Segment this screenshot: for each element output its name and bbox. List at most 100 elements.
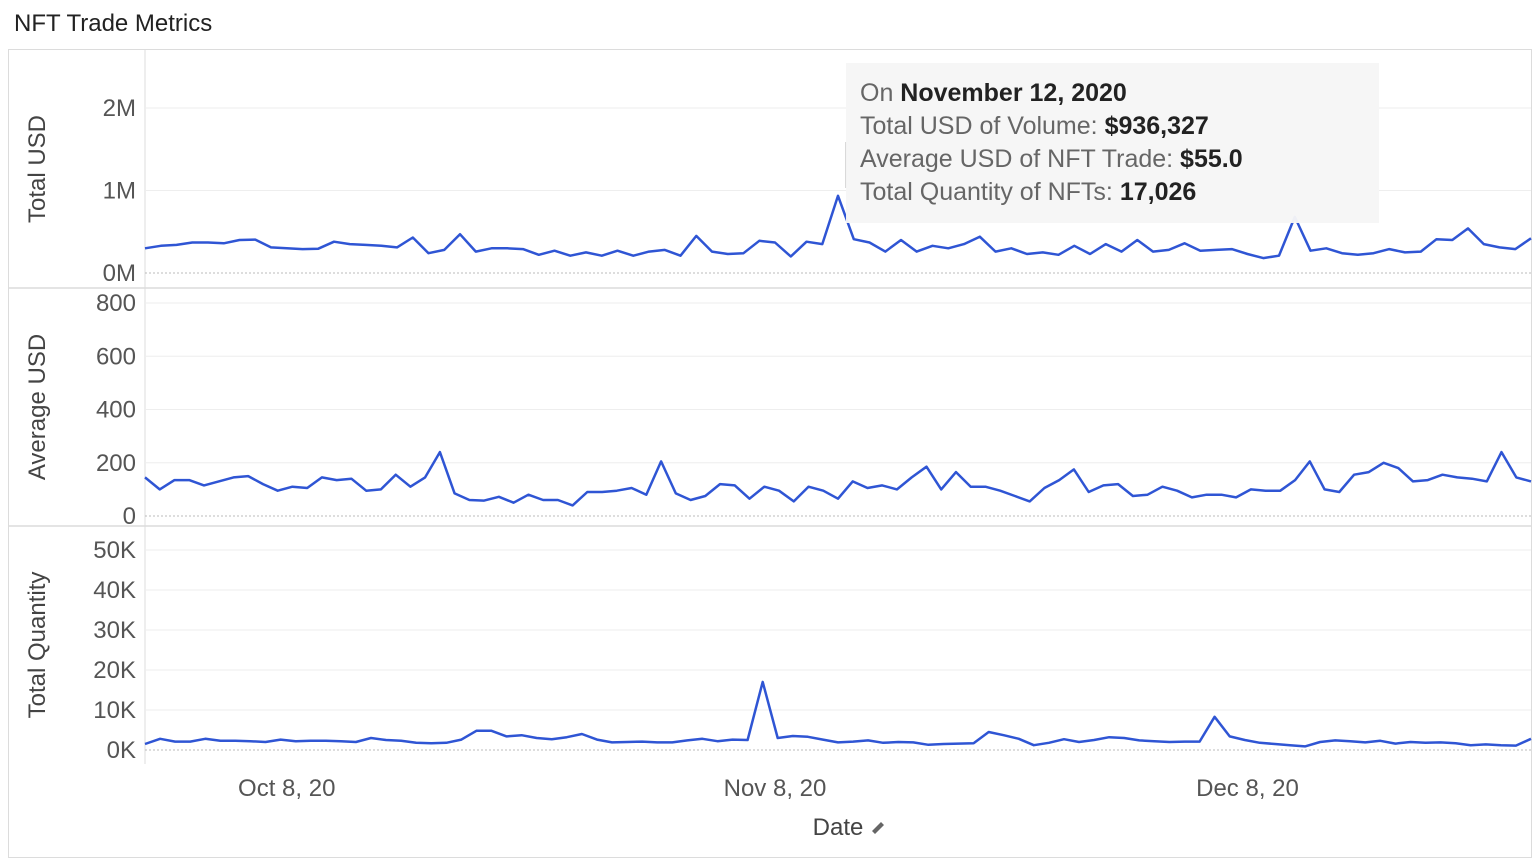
data-point [218, 739, 222, 743]
data-point [1198, 740, 1202, 744]
data-point [762, 485, 766, 489]
data-point [550, 737, 554, 741]
data-point [866, 486, 870, 490]
data-point [188, 740, 192, 744]
y-tick-label: 200 [96, 450, 136, 477]
data-point [444, 741, 448, 745]
tooltip-row-volume: Total USD of Volume: $936,327 [860, 110, 1365, 143]
data-point [1450, 238, 1454, 242]
data-point [1167, 740, 1171, 744]
data-point [512, 501, 516, 505]
data-point [269, 245, 273, 249]
data-point [836, 497, 840, 501]
data-point [1498, 245, 1502, 249]
data-point [1234, 495, 1238, 499]
data-point [987, 730, 991, 734]
y-tick-label: 600 [96, 343, 136, 370]
series-line [144, 194, 1532, 260]
y-axis-title: Total Quantity [24, 572, 51, 719]
y-tick-label: 1M [103, 178, 136, 205]
data-point [1028, 499, 1032, 503]
data-point [1367, 470, 1371, 474]
data-point [821, 738, 825, 742]
data-point [655, 740, 659, 744]
data-point [1352, 473, 1356, 477]
data-point [202, 483, 206, 487]
data-point [1047, 741, 1051, 745]
data-point [1439, 740, 1443, 744]
y-tick-label: 0 [123, 503, 136, 530]
data-point [1205, 493, 1209, 497]
data-point [806, 735, 810, 739]
data-point [584, 250, 588, 254]
data-point [505, 246, 509, 250]
tooltip-value-volume: $936,327 [1104, 112, 1209, 140]
data-point [1243, 738, 1247, 742]
data-point [1120, 250, 1124, 254]
y-tick-label: 2M [103, 95, 136, 122]
data-point [411, 236, 415, 240]
tooltip-date-row: On November 12, 2020 [860, 77, 1365, 110]
data-point [866, 738, 870, 742]
data-point [423, 475, 427, 479]
data-point [978, 235, 982, 239]
data-point [535, 736, 539, 740]
data-point [1088, 252, 1092, 256]
data-point [1077, 740, 1081, 744]
series-line [144, 680, 1532, 748]
data-point [851, 740, 855, 744]
data-point [474, 729, 478, 733]
data-point [895, 487, 899, 491]
data-point [1309, 249, 1313, 253]
data-point [427, 251, 431, 255]
data-point [942, 742, 946, 746]
data-point [1529, 479, 1533, 483]
data-point [962, 242, 966, 246]
x-tick-label: Nov 8, 20 [724, 775, 827, 802]
data-point [173, 478, 177, 482]
data-point [1213, 715, 1217, 719]
data-point [467, 498, 471, 502]
data-point [482, 499, 486, 503]
data-point [276, 489, 280, 493]
data-point [1135, 238, 1139, 242]
data-point [158, 487, 162, 491]
data-point [301, 247, 305, 251]
data-point [1183, 740, 1187, 744]
data-point [703, 494, 707, 498]
data-point [580, 732, 584, 736]
data-point [324, 739, 328, 743]
data-point [1409, 740, 1413, 744]
data-point [1470, 477, 1474, 481]
data-point [726, 252, 730, 256]
data-point [453, 491, 457, 495]
data-point [957, 742, 961, 746]
data-point [364, 489, 368, 493]
data-point [733, 483, 737, 487]
data-point [983, 485, 987, 489]
data-point [1500, 450, 1504, 454]
data-point [625, 740, 629, 744]
data-point [1198, 249, 1202, 253]
data-point [305, 486, 309, 490]
data-point [232, 475, 236, 479]
data-point [1303, 744, 1307, 748]
data-point [1514, 475, 1518, 479]
data-point [805, 240, 809, 244]
data-point [896, 740, 900, 744]
tooltip-value-average: $55.0 [1180, 145, 1243, 173]
data-point [159, 244, 163, 248]
data-point [1435, 237, 1439, 241]
data-point [915, 250, 919, 254]
data-point [335, 478, 339, 482]
data-point [748, 497, 752, 501]
data-point [158, 737, 162, 741]
data-point [1333, 738, 1337, 742]
data-point [316, 247, 320, 251]
data-point [791, 734, 795, 738]
data-point [1318, 740, 1322, 744]
data-point [438, 450, 442, 454]
y-axis-title: Total USD [24, 115, 51, 223]
data-point [710, 250, 714, 254]
data-point [429, 741, 433, 745]
